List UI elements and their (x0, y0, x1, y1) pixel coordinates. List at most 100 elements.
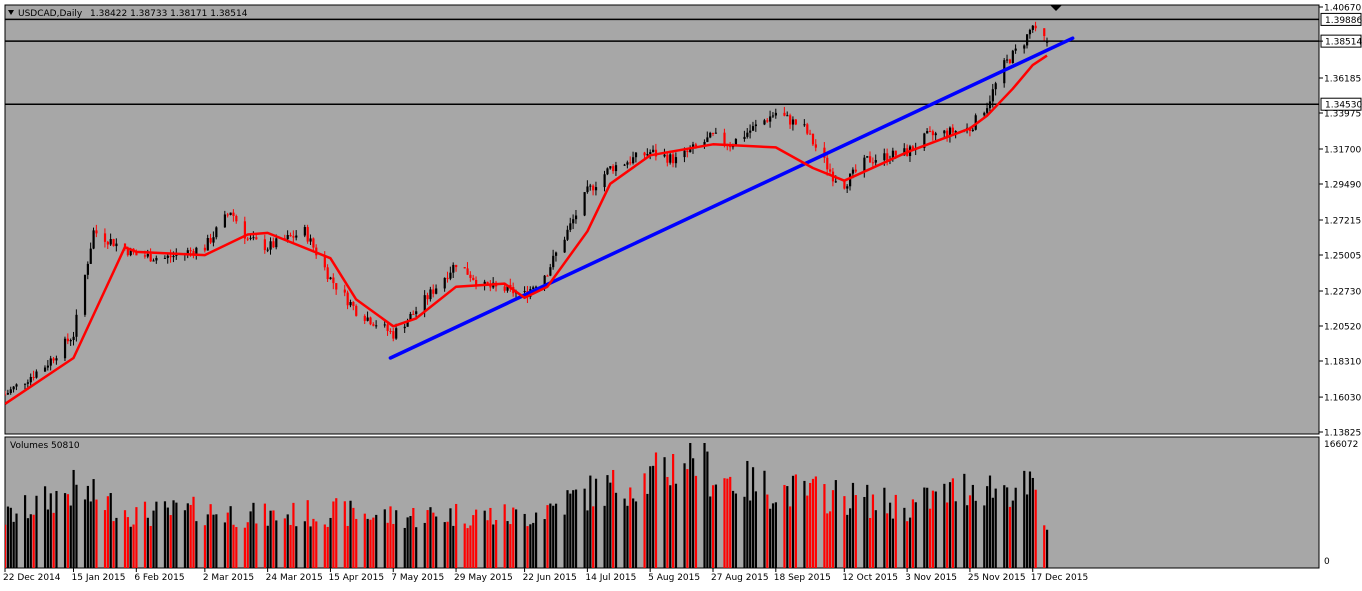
candle-body (572, 219, 575, 224)
main-plot-area[interactable] (4, 4, 1320, 435)
candle-body (415, 311, 418, 315)
candle-body (552, 255, 555, 268)
volume-bar (209, 504, 212, 568)
candle-body (429, 289, 432, 300)
candle-body (166, 255, 169, 258)
candle-body (991, 89, 994, 102)
volume-bar (883, 487, 886, 568)
trendline[interactable] (388, 36, 1075, 360)
volume-bar (463, 523, 466, 568)
candle-body (363, 315, 366, 321)
volume-bar (849, 508, 852, 568)
candle-body (12, 386, 15, 390)
candle-body (286, 235, 289, 240)
candle-body (894, 150, 897, 156)
candle-body (686, 150, 689, 153)
volume-plot-area[interactable] (4, 436, 1320, 569)
volume-bar (349, 500, 352, 568)
volume-bar (255, 523, 258, 568)
volume-bar (811, 478, 815, 568)
volume-bar (106, 496, 109, 568)
candle-body (891, 150, 895, 160)
volume-bar (372, 517, 375, 568)
volume-bar (195, 521, 198, 568)
candle-body (115, 243, 118, 247)
candle-body (355, 305, 358, 316)
candle-body (75, 314, 78, 337)
volume-bar (988, 475, 992, 568)
volume-bar (888, 502, 892, 568)
dropdown-triangle-icon[interactable] (8, 10, 14, 15)
volume-bar (683, 463, 686, 568)
candle-body (409, 313, 412, 321)
moving-average-line[interactable] (5, 54, 1048, 405)
candle-body (763, 120, 766, 125)
volume-bar (332, 501, 335, 568)
candle-body (563, 239, 566, 253)
y-tick-label: 1.33975 (1324, 109, 1361, 119)
candle-body (549, 267, 552, 276)
volume-bar (606, 475, 609, 568)
volume-bar (432, 512, 435, 568)
candle-body (435, 288, 438, 294)
volume-bar (449, 508, 452, 568)
volume-bar (734, 493, 738, 568)
volume-bar (115, 517, 118, 568)
volume-bar (746, 460, 749, 568)
volume-bar (286, 514, 289, 568)
candle-body (92, 230, 95, 249)
volume-bar (375, 514, 378, 568)
candle-body (683, 150, 686, 158)
candle-body (329, 277, 332, 280)
volume-bar (672, 453, 675, 568)
candle-body (863, 157, 866, 172)
volume-bar (126, 517, 129, 568)
candle-body (652, 149, 655, 153)
x-tick-label: 7 May 2015 (391, 573, 444, 583)
volume-bar (831, 490, 835, 568)
candle-body (771, 115, 775, 117)
candle-body (1028, 29, 1032, 35)
volume-bar (554, 503, 558, 568)
volume-bar (534, 512, 538, 568)
volume-bar (206, 514, 209, 568)
volume-bar (86, 485, 89, 568)
candle-body (934, 133, 937, 136)
candle-body (534, 286, 538, 288)
candle-body (669, 154, 672, 163)
candle-body (335, 283, 338, 290)
candle-body (931, 131, 935, 136)
candle-body (666, 154, 669, 163)
candle-body (589, 185, 592, 187)
volume-bar (594, 478, 598, 568)
x-tick-label: 18 Sep 2015 (774, 573, 831, 583)
volume-bar (123, 510, 127, 568)
volume-bar (323, 524, 326, 568)
y-tick-label: 1.31700 (1324, 146, 1361, 156)
volume-bar (1023, 470, 1026, 568)
volume-bar (306, 500, 309, 568)
y-tick-label: 1.40670 (1324, 4, 1361, 14)
candle-body (232, 212, 235, 216)
candle-body (843, 181, 846, 189)
candle-body (532, 287, 535, 290)
volume-bar (694, 475, 698, 568)
candle-body (389, 330, 392, 332)
x-tick-label: 6 Feb 2015 (134, 573, 184, 583)
candle-body (155, 257, 158, 261)
candle-body (774, 112, 777, 116)
volume-bar (429, 507, 432, 568)
chart-shift-marker-icon[interactable] (1050, 5, 1062, 11)
volume-bar (495, 520, 498, 568)
candle-body (309, 238, 312, 242)
volume-bar (275, 520, 278, 568)
volume-bar (235, 527, 238, 568)
volume-bar (654, 452, 658, 568)
volume-bar (226, 512, 229, 568)
candle-body (603, 174, 606, 188)
volume-bar (574, 489, 578, 568)
volume-bar (789, 506, 792, 568)
candle-body (663, 154, 666, 157)
volume-bar (589, 475, 592, 568)
candle-body (489, 284, 492, 288)
